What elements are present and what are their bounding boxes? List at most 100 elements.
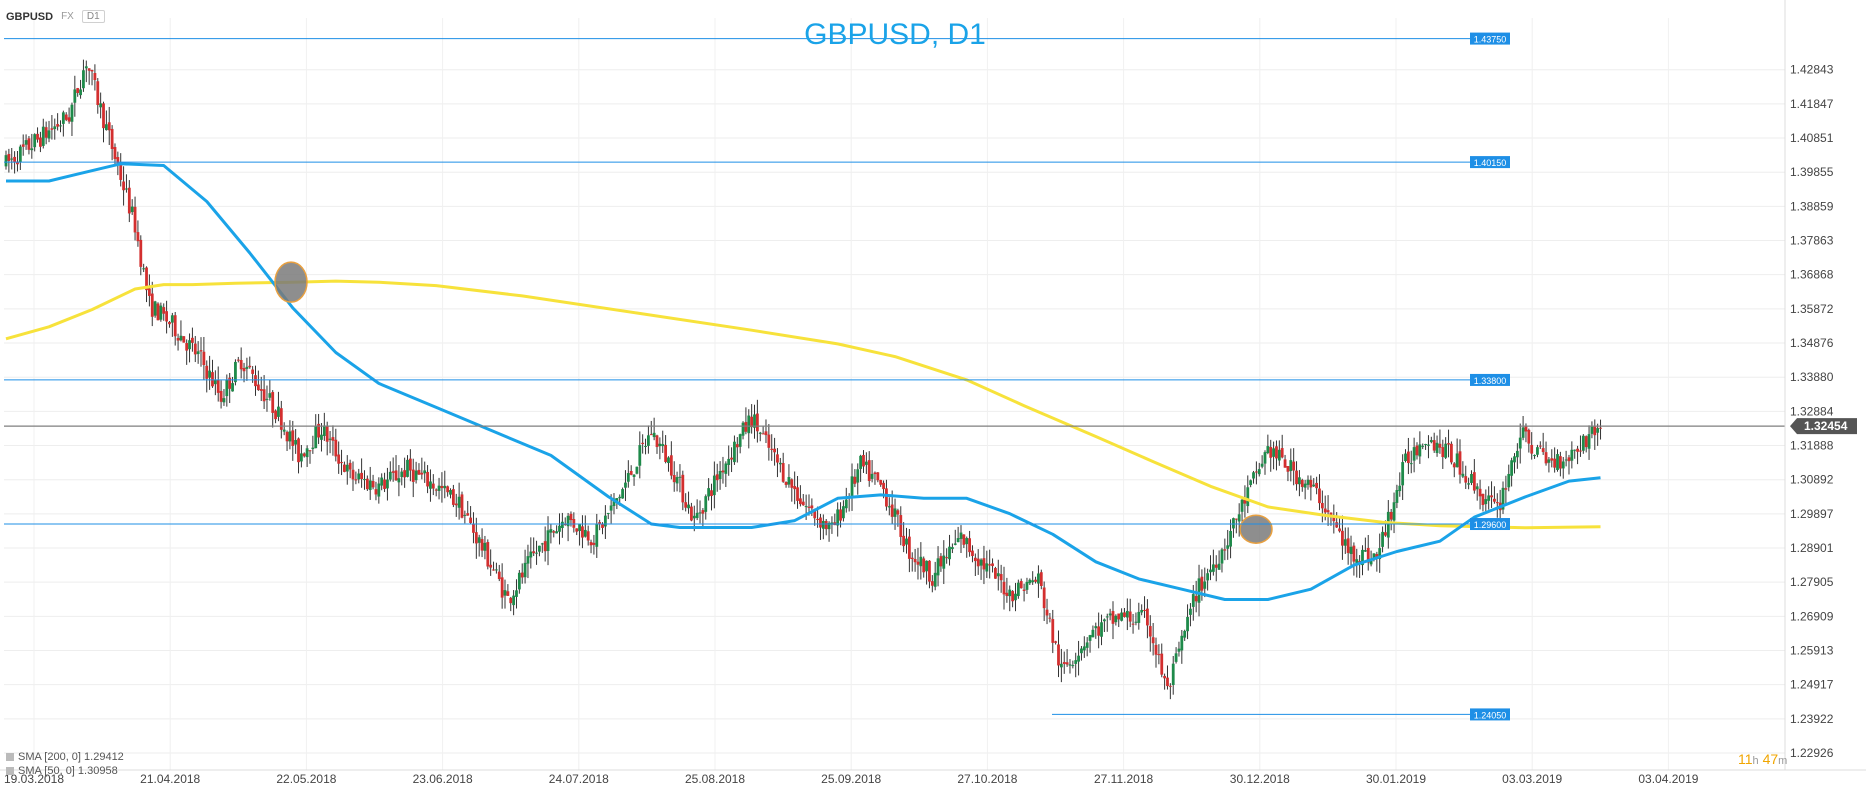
- candle-body: [1080, 648, 1083, 654]
- candle-body: [1217, 563, 1221, 570]
- legend-label-sma200: SMA [200, 0] 1.29412: [18, 751, 124, 763]
- candle-body: [1570, 449, 1574, 461]
- candle-body: [96, 81, 100, 106]
- candle-body: [1335, 522, 1339, 528]
- candle-body: [420, 472, 424, 475]
- level-tag[interactable]: [1470, 32, 1510, 45]
- candle-body: [667, 457, 670, 464]
- candle-body: [1108, 613, 1112, 616]
- candle-body: [1378, 548, 1382, 560]
- candle-body: [882, 482, 885, 490]
- candle-body: [1002, 581, 1006, 595]
- candle-body: [1257, 469, 1261, 475]
- candle-body: [486, 542, 490, 567]
- candle-body: [59, 125, 62, 127]
- indicator-icon[interactable]: [6, 753, 14, 761]
- legend-item[interactable]: SMA [50, 0] 1.30958: [6, 764, 124, 778]
- x-tick-label: 25.08.2018: [685, 772, 745, 786]
- candle-body: [1146, 608, 1149, 626]
- candle-body: [1303, 483, 1307, 488]
- candle-body: [153, 301, 157, 316]
- candle-body: [864, 461, 868, 465]
- candle-body: [1102, 619, 1106, 622]
- candle-body: [1312, 484, 1316, 487]
- candle-body: [208, 370, 212, 378]
- candle-body: [624, 482, 627, 488]
- candle-body: [549, 529, 553, 533]
- candle-body: [93, 73, 97, 81]
- candle-body: [583, 529, 587, 537]
- candle-body: [893, 508, 897, 517]
- candle-body: [698, 512, 702, 514]
- candle-body: [512, 595, 516, 606]
- candle-body: [1292, 461, 1296, 471]
- candle-body: [254, 375, 257, 387]
- level-tag[interactable]: [1470, 156, 1510, 169]
- level-tag-text: 1.43750: [1474, 35, 1507, 45]
- candle-body: [509, 597, 513, 604]
- candle-body: [1011, 591, 1015, 602]
- candle-body: [942, 555, 946, 569]
- candle-body: [285, 431, 289, 442]
- candle-body: [256, 384, 260, 391]
- candle-body: [520, 572, 524, 578]
- candle-body: [733, 441, 736, 463]
- candle-body: [1326, 510, 1330, 513]
- candle-body: [1214, 564, 1218, 568]
- candle-body: [305, 448, 309, 458]
- level-tag[interactable]: [1470, 373, 1510, 386]
- candle-body: [331, 437, 335, 441]
- candle-body: [1232, 518, 1235, 529]
- legend-item[interactable]: SMA [200, 0] 1.29412: [6, 750, 124, 764]
- candle-body: [658, 443, 662, 447]
- timeframe-selector[interactable]: D1: [81, 10, 105, 23]
- candle-body: [248, 365, 252, 368]
- candle-body: [1243, 497, 1247, 504]
- candle-body: [615, 498, 619, 502]
- candle-body: [242, 368, 246, 372]
- candle-body: [294, 440, 298, 445]
- candle-body: [707, 488, 711, 497]
- candle-body: [655, 435, 659, 448]
- level-tag[interactable]: [1470, 518, 1510, 531]
- candle-body: [457, 496, 461, 508]
- candle-body: [578, 524, 581, 532]
- candle-body: [1094, 626, 1098, 629]
- candle-body: [417, 469, 421, 475]
- candle-body: [41, 126, 45, 146]
- candle-body: [738, 434, 742, 447]
- symbol-label[interactable]: GBPUSD: [6, 10, 54, 23]
- candle-body: [827, 522, 831, 530]
- candle-body: [887, 506, 891, 508]
- candle-body: [1254, 471, 1258, 473]
- candle-body: [1028, 579, 1032, 584]
- level-tag[interactable]: [1470, 708, 1510, 721]
- candle-body: [165, 311, 168, 322]
- candle-body: [816, 518, 820, 520]
- x-tick-label: 22.05.2018: [276, 772, 336, 786]
- candle-body: [1154, 644, 1158, 655]
- indicator-icon[interactable]: [6, 767, 14, 775]
- candle-body: [1082, 646, 1086, 651]
- candle-body: [1587, 434, 1591, 449]
- candle-body: [1363, 550, 1367, 552]
- candle-body: [764, 431, 768, 436]
- candle-body: [1280, 448, 1284, 458]
- countdown-hours-unit: h: [1752, 755, 1759, 767]
- candle-body: [179, 335, 183, 341]
- candle-body: [397, 478, 401, 483]
- candle-body: [684, 502, 688, 508]
- candle-body: [477, 537, 481, 543]
- candle-body: [345, 464, 349, 472]
- current-price-tag: [1790, 418, 1857, 435]
- candle-body: [839, 509, 842, 521]
- candle-body: [730, 457, 733, 460]
- symbol-bar[interactable]: GBPUSD FX D1: [6, 10, 105, 23]
- candle-body: [933, 572, 937, 587]
- candle-body: [299, 453, 303, 462]
- candle-body: [1137, 611, 1141, 623]
- candle-countdown: 11h 47m: [1738, 751, 1787, 767]
- candle-body: [1005, 592, 1009, 597]
- candle-body: [1211, 564, 1215, 572]
- candle-body: [1277, 449, 1281, 461]
